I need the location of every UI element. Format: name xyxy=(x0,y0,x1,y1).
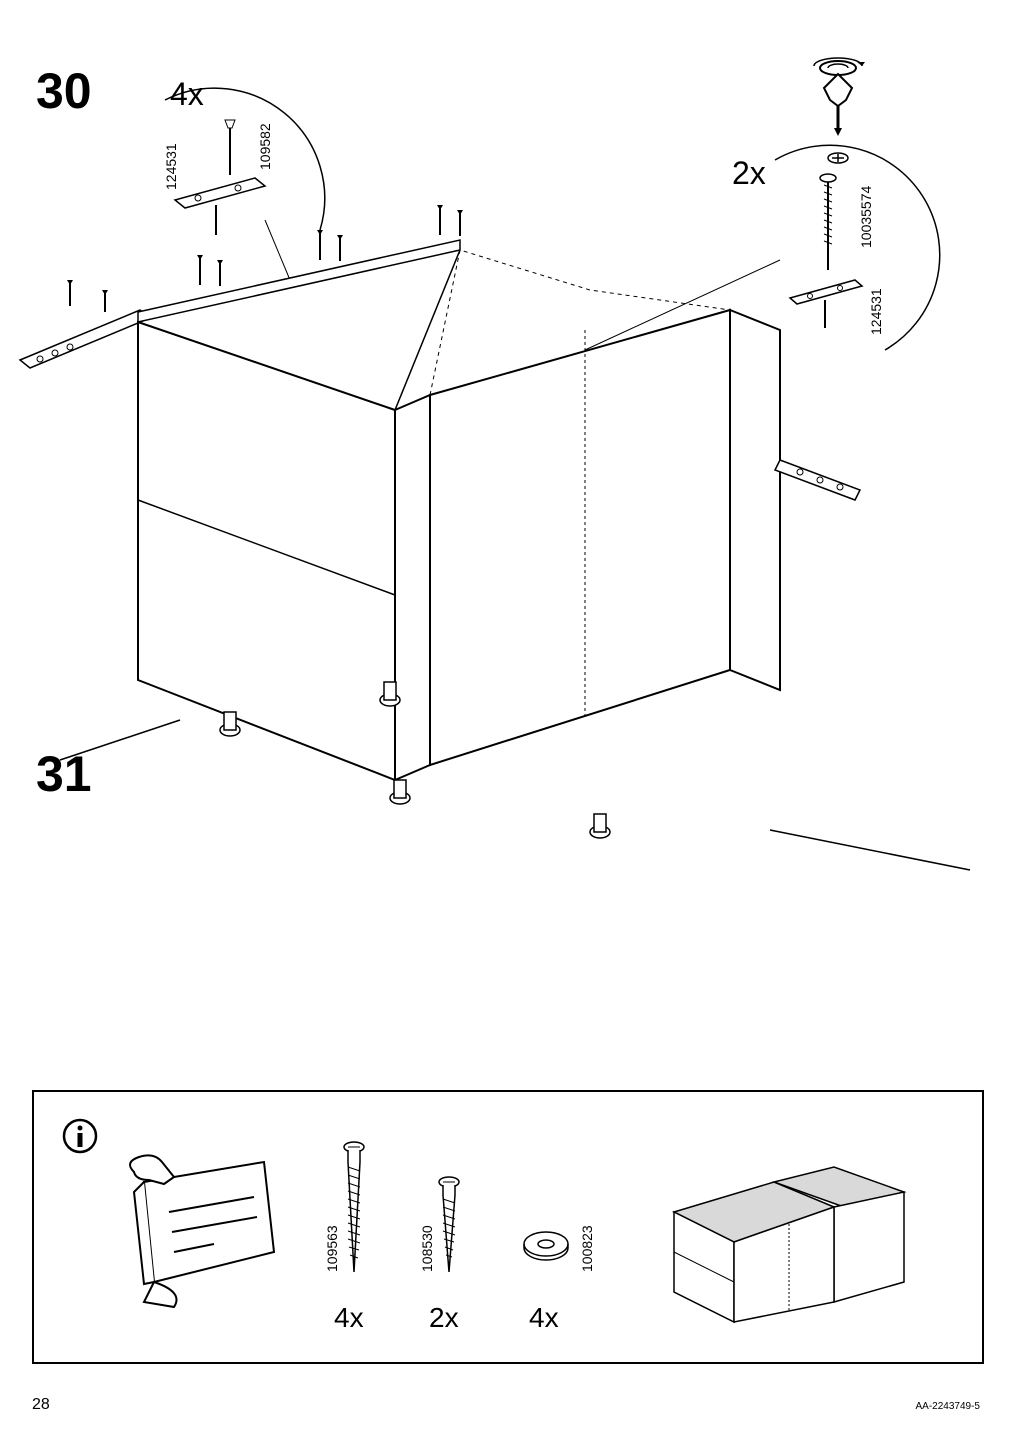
info-screw2-qty: 2x xyxy=(429,1302,459,1334)
screwdriver-icon xyxy=(814,58,865,163)
screw-long-icon xyxy=(344,1142,364,1272)
mini-cabinet-icon xyxy=(674,1167,904,1322)
info-washer-part: 100823 xyxy=(579,1225,595,1272)
callout-left-detail xyxy=(175,120,265,235)
cabinet-assembly xyxy=(20,205,970,870)
info-washer-qty: 4x xyxy=(529,1302,559,1334)
page-number: 28 xyxy=(32,1396,50,1414)
manual-booklet-icon xyxy=(130,1155,274,1307)
washer-icon xyxy=(524,1232,568,1260)
screw-short-icon xyxy=(439,1177,459,1272)
info-screw1-part: 109563 xyxy=(324,1225,340,1272)
main-illustration xyxy=(0,0,1012,900)
info-screw1-qty: 4x xyxy=(334,1302,364,1334)
info-panel-illustration xyxy=(34,1092,982,1362)
info-panel: 109563 108530 100823 4x 2x 4x xyxy=(32,1090,984,1364)
info-icon xyxy=(64,1120,96,1152)
info-screw2-part: 108530 xyxy=(419,1225,435,1272)
long-screw-icon xyxy=(820,174,836,270)
callout-right-detail xyxy=(790,174,862,328)
doc-reference: AA-2243749-5 xyxy=(916,1401,981,1412)
assembly-page: 30 31 4x 124531 109582 2x 10035574 12453… xyxy=(0,0,1012,1432)
